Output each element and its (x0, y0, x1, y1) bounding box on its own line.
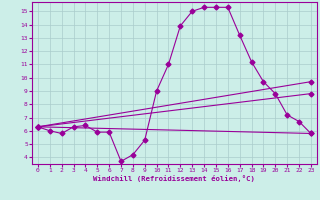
X-axis label: Windchill (Refroidissement éolien,°C): Windchill (Refroidissement éolien,°C) (93, 175, 255, 182)
